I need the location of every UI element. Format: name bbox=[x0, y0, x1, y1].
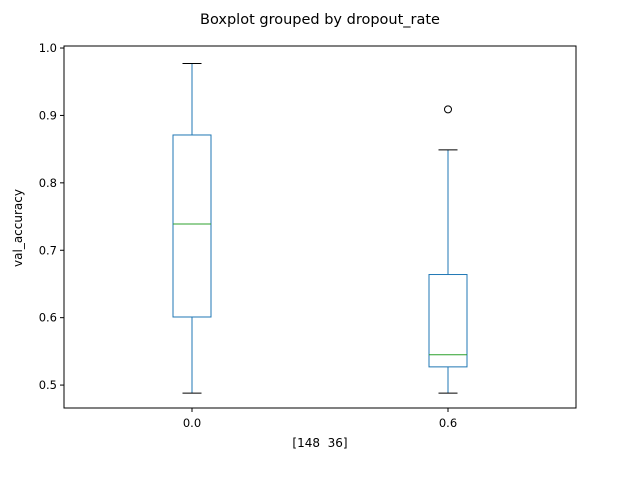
outlier-point bbox=[444, 105, 452, 114]
x-tick-label: 0.6 bbox=[439, 416, 457, 430]
y-tick-label: 0.6 bbox=[39, 311, 57, 325]
y-axis-label: val_accuracy bbox=[11, 189, 25, 267]
y-tick-label: 0.9 bbox=[39, 108, 57, 122]
y-tick-label: 0.5 bbox=[39, 378, 57, 392]
box-iqr bbox=[428, 274, 468, 368]
y-tick-label: 0.7 bbox=[39, 243, 57, 257]
box-iqr bbox=[172, 134, 212, 318]
x-tick-label: 0.0 bbox=[183, 416, 201, 430]
y-axis: 0.5 0.6 0.7 0.8 0.9 1.0 bbox=[39, 41, 64, 392]
box-group-0.6 bbox=[428, 105, 468, 394]
y-tick-label: 0.8 bbox=[39, 176, 57, 190]
y-tick-label: 1.0 bbox=[39, 41, 57, 55]
boxes bbox=[172, 63, 468, 394]
x-axis: 0.0 0.6 bbox=[183, 408, 457, 430]
x-axis-label: [148 36] bbox=[292, 436, 347, 450]
plot-area bbox=[63, 45, 577, 409]
chart-title: Boxplot grouped by dropout_rate bbox=[200, 12, 440, 28]
box-group-0.0 bbox=[172, 63, 212, 394]
